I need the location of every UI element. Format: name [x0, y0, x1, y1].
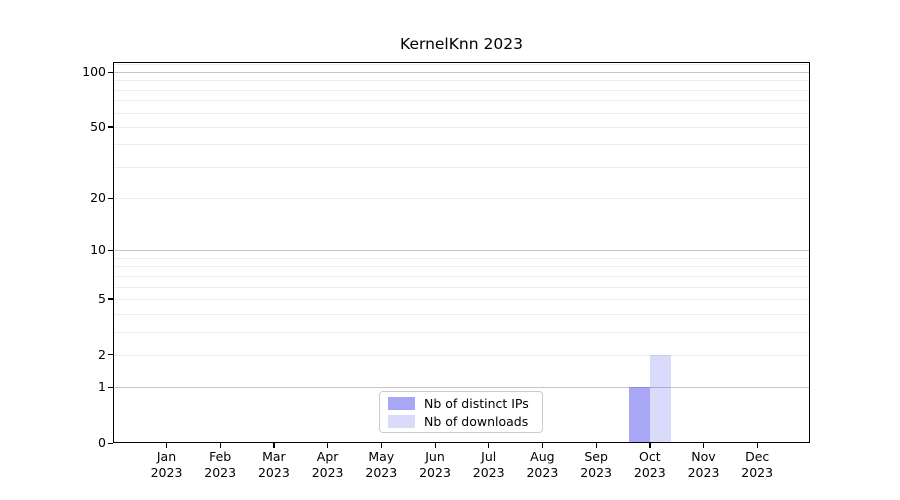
- x-tick-label: Nov 2023: [676, 449, 732, 480]
- minor-gridline: [113, 144, 810, 146]
- bar-downloads: [649, 354, 671, 443]
- x-tick-month: Oct: [638, 449, 661, 464]
- x-tick-month: Sep: [584, 449, 608, 464]
- x-tick-mark: [434, 443, 436, 448]
- minor-gridline: [113, 313, 810, 315]
- minor-gridline: [113, 89, 810, 91]
- minor-gridline: [113, 266, 810, 268]
- minor-gridline: [113, 80, 810, 82]
- plot-area-frame: [113, 62, 810, 443]
- y-tick-mark: [108, 249, 113, 252]
- y-tick-label: 100: [82, 64, 106, 79]
- legend-swatch-downloads-icon: [388, 414, 415, 428]
- x-tick-month: Nov: [691, 449, 716, 464]
- legend-item-distinct-ips: Nb of distinct IPs: [388, 394, 534, 412]
- x-tick-label: Jun 2023: [407, 449, 463, 480]
- x-tick-month: Mar: [262, 449, 286, 464]
- legend-label-downloads: Nb of downloads: [424, 413, 529, 429]
- x-tick-month: May: [368, 449, 395, 464]
- minor-gridline: [113, 126, 810, 128]
- minor-gridline: [113, 275, 810, 277]
- y-tick-mark: [108, 386, 113, 389]
- x-tick-label: Jul 2023: [461, 449, 517, 480]
- x-tick-year: 2023: [419, 464, 451, 480]
- minor-gridline: [113, 112, 810, 114]
- x-tick-month: Jan: [156, 449, 177, 464]
- x-tick-label: Oct 2023: [622, 449, 678, 480]
- x-tick-year: 2023: [311, 464, 344, 480]
- x-tick-year: 2023: [150, 464, 183, 480]
- minor-gridline: [113, 354, 810, 356]
- y-tick-label: 5: [98, 290, 106, 306]
- y-tick-mark: [108, 354, 113, 356]
- y-tick-label: 50: [90, 118, 106, 134]
- y-tick-label: 2: [98, 346, 106, 362]
- x-tick-label: Sep 2023: [568, 449, 624, 480]
- y-tick-mark: [108, 197, 113, 200]
- x-tick-year: 2023: [257, 464, 290, 480]
- y-tick-mark: [108, 71, 113, 73]
- x-tick-month: Jul: [481, 449, 497, 464]
- major-gridline: [113, 250, 810, 252]
- x-tick-mark: [219, 443, 221, 448]
- minor-gridline: [113, 64, 810, 66]
- x-tick-mark: [166, 443, 168, 448]
- minor-gridline: [113, 166, 810, 168]
- x-tick-mark: [488, 443, 490, 448]
- y-tick-mark: [108, 126, 113, 128]
- x-tick-mark: [273, 443, 275, 448]
- chart-title: KernelKnn 2023: [400, 35, 523, 53]
- x-tick-label: Feb 2023: [192, 449, 248, 480]
- minor-gridline: [113, 100, 810, 102]
- y-tick-label: 1: [98, 379, 106, 395]
- y-tick-label: 0: [98, 435, 106, 450]
- x-tick-mark: [327, 443, 329, 448]
- x-tick-label: Jan 2023: [139, 449, 195, 480]
- x-tick-year: 2023: [741, 464, 774, 480]
- x-tick-year: 2023: [580, 464, 612, 480]
- x-tick-month: Jun: [425, 449, 445, 464]
- x-tick-year: 2023: [526, 464, 559, 480]
- x-tick-mark: [541, 443, 544, 448]
- minor-gridline: [113, 331, 810, 333]
- x-tick-month: Aug: [530, 449, 555, 464]
- x-tick-year: 2023: [687, 464, 720, 480]
- x-tick-mark: [595, 443, 597, 448]
- major-gridline: [113, 387, 810, 389]
- x-tick-year: 2023: [365, 464, 398, 480]
- x-tick-mark: [756, 443, 758, 448]
- x-tick-label: Aug 2023: [514, 449, 570, 480]
- legend-label-distinct-ips: Nb of distinct IPs: [424, 395, 529, 411]
- minor-gridline: [113, 257, 810, 259]
- x-tick-month: Dec: [745, 449, 770, 464]
- x-tick-mark: [703, 443, 705, 448]
- x-tick-mark: [649, 443, 651, 448]
- y-tick-mark: [108, 442, 113, 444]
- minor-gridline: [113, 198, 810, 200]
- x-tick-label: Dec 2023: [729, 449, 785, 480]
- major-gridline: [113, 72, 810, 73]
- legend-item-downloads: Nb of downloads: [388, 412, 534, 430]
- x-tick-label: Mar 2023: [246, 449, 302, 480]
- bar-distinct-ips: [628, 387, 650, 443]
- legend-swatch-distinct-ips-icon: [388, 396, 415, 410]
- x-tick-month: Apr: [316, 449, 339, 464]
- x-tick-year: 2023: [472, 464, 505, 480]
- legend: Nb of distinct IPs Nb of downloads: [379, 391, 543, 433]
- x-tick-year: 2023: [204, 464, 237, 480]
- x-tick-mark: [380, 443, 383, 448]
- x-tick-label: May 2023: [353, 449, 409, 480]
- minor-gridline: [113, 286, 810, 288]
- y-tick-label: 10: [90, 242, 106, 258]
- y-tick-label: 20: [90, 190, 106, 206]
- x-tick-label: Apr 2023: [300, 449, 356, 480]
- x-tick-month: Feb: [209, 449, 232, 464]
- minor-gridline: [113, 298, 810, 300]
- y-tick-mark: [108, 298, 113, 300]
- x-tick-year: 2023: [633, 464, 666, 480]
